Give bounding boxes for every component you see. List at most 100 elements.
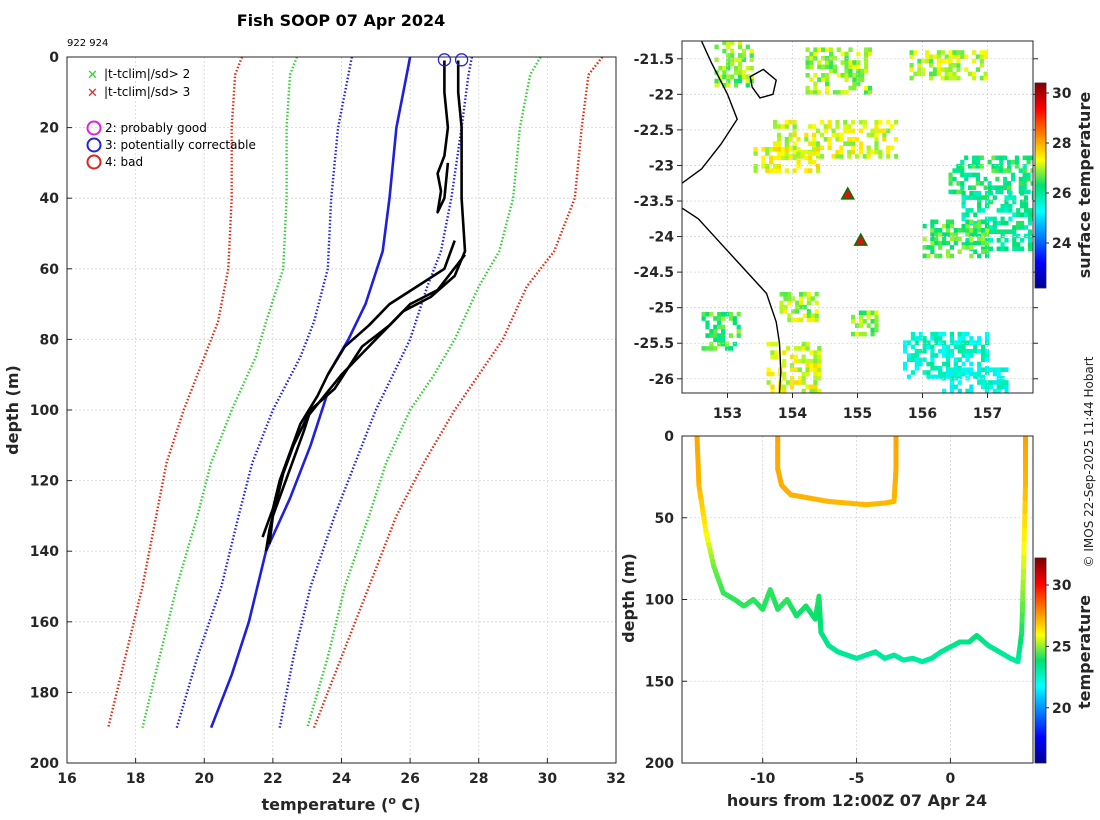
sst-pixel bbox=[1018, 176, 1023, 182]
sst-pixel bbox=[801, 380, 806, 385]
sst-pixel bbox=[969, 219, 974, 225]
sst-pixel bbox=[984, 245, 990, 250]
sst-pixel bbox=[793, 346, 798, 351]
sst-pixel bbox=[814, 317, 819, 323]
sst-pixel bbox=[956, 63, 961, 68]
sst-pixel bbox=[918, 348, 923, 354]
sst-pixel bbox=[809, 51, 814, 57]
sst-pixel bbox=[1031, 233, 1033, 239]
sst-pixel bbox=[977, 228, 982, 233]
sst-pixel bbox=[926, 374, 931, 380]
sst-pixel bbox=[981, 380, 986, 385]
sst-pixel bbox=[825, 55, 830, 61]
sst-pixel bbox=[977, 375, 982, 381]
sst-pixel bbox=[981, 219, 986, 225]
sst-pixel bbox=[944, 54, 949, 60]
sst-pixel bbox=[960, 159, 965, 165]
sst-pixel bbox=[810, 317, 815, 323]
sst-pixel bbox=[1003, 181, 1008, 186]
sst-pixel bbox=[981, 228, 986, 233]
sst-pixel bbox=[1014, 159, 1019, 165]
sst-pixel bbox=[812, 159, 817, 165]
sst-pixel bbox=[952, 75, 957, 81]
sst-pixel bbox=[858, 319, 863, 324]
sst-pixel bbox=[730, 53, 735, 58]
sst-pixel bbox=[906, 357, 912, 362]
sst-pixel bbox=[844, 90, 849, 95]
sst-pixel bbox=[793, 358, 798, 364]
sst-pixel bbox=[948, 63, 953, 68]
map-y-tick-label: -23.5 bbox=[634, 194, 674, 210]
sst-pixel bbox=[722, 65, 727, 71]
sst-pixel bbox=[721, 311, 726, 317]
profile-x-tick-label: 28 bbox=[469, 771, 488, 787]
sst-pixel bbox=[977, 233, 982, 239]
sst-pixel bbox=[717, 337, 722, 343]
sst-pixel bbox=[835, 149, 840, 155]
sst-pixel bbox=[992, 380, 997, 385]
map-panel: 153 154 155 156 157 -21.5 -22 -22.5 -23 -23.5 -24… bbox=[634, 40, 1094, 422]
map-x-tick-label: 155 bbox=[843, 406, 872, 422]
sst-pixel bbox=[1027, 246, 1032, 252]
sst-pixel bbox=[903, 340, 908, 345]
sst-pixel bbox=[936, 67, 941, 72]
sst-pixel bbox=[844, 77, 849, 82]
sst-pixel bbox=[999, 189, 1004, 195]
sst-pixel bbox=[956, 67, 961, 72]
sst-pixel bbox=[940, 58, 945, 64]
sst-pixel bbox=[782, 363, 787, 368]
series-profile-922 bbox=[436, 60, 450, 214]
sst-pixel bbox=[1022, 181, 1027, 186]
sst-pixel bbox=[965, 340, 970, 345]
sst-pixel bbox=[843, 128, 848, 134]
profile-flags bbox=[437, 53, 469, 67]
sst-pixel bbox=[732, 320, 737, 326]
sst-pixel bbox=[800, 154, 805, 159]
sst-pixel bbox=[847, 137, 852, 142]
sst-pixel bbox=[734, 83, 739, 88]
sst-pixel bbox=[792, 145, 797, 151]
sst-pixel bbox=[992, 216, 997, 222]
map-coastline2 bbox=[682, 207, 782, 393]
sst-pixel bbox=[922, 245, 927, 250]
sst-pixel bbox=[770, 371, 775, 377]
sst-pixel bbox=[890, 124, 895, 129]
sst-pixel bbox=[1016, 225, 1021, 230]
sst-pixel bbox=[1030, 181, 1033, 186]
sst-pixel bbox=[721, 337, 726, 343]
sst-pixel bbox=[721, 324, 726, 330]
sst-pixel bbox=[862, 154, 867, 159]
map-x-tick-label: 153 bbox=[713, 406, 742, 422]
sst-pixel bbox=[745, 78, 750, 84]
sst-pixel bbox=[945, 348, 951, 354]
sst-pixel bbox=[799, 296, 804, 301]
sst-pixel bbox=[809, 77, 814, 82]
sst-pixel bbox=[961, 344, 966, 350]
profile-y-tick-label: 40 bbox=[40, 191, 60, 207]
sst-pixel bbox=[930, 366, 935, 371]
sst-pixel bbox=[949, 331, 954, 337]
sst-pixel bbox=[789, 367, 795, 372]
sst-pixel bbox=[1004, 208, 1009, 213]
sst-pixel bbox=[984, 223, 990, 229]
sst-pixel bbox=[977, 236, 982, 242]
sst-pixel bbox=[784, 151, 789, 156]
sst-pixel bbox=[782, 358, 787, 364]
sst-pixel bbox=[984, 340, 990, 345]
sst-pixel bbox=[856, 81, 861, 87]
sst-pixel bbox=[1026, 155, 1031, 161]
sst-pixel bbox=[705, 324, 710, 330]
sst-pixel bbox=[1027, 216, 1032, 222]
sst-pixel bbox=[802, 304, 808, 310]
sst-pixel bbox=[713, 333, 718, 338]
sst-pixel bbox=[804, 155, 809, 161]
sst-pixel bbox=[728, 316, 733, 321]
map-y-tick-label: -26 bbox=[649, 372, 674, 388]
sst-pixel bbox=[780, 151, 785, 156]
sst-pixel bbox=[910, 370, 915, 375]
sst-pixel bbox=[792, 132, 797, 138]
sst-pixel bbox=[965, 357, 970, 362]
sst-pixel bbox=[945, 371, 951, 377]
sst-pixel bbox=[788, 132, 793, 138]
